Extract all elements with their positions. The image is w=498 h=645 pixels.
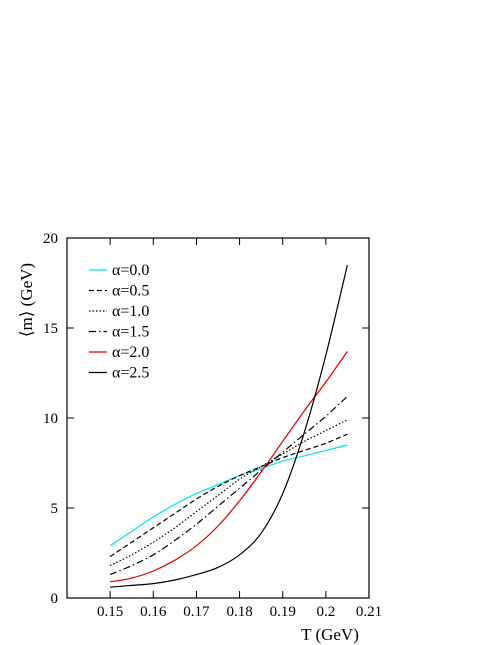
y-tick-label: 5 bbox=[51, 501, 59, 517]
y-tick-label: 15 bbox=[43, 321, 58, 337]
x-axis-label: T (GeV) bbox=[301, 625, 359, 644]
legend: α=0.0 α=0.5 α=1.0 α=1.5 α=2.0 α=2.5 bbox=[89, 262, 149, 382]
y-tick-label: 10 bbox=[43, 411, 58, 427]
legend-label: α=1.0 bbox=[112, 303, 149, 320]
series-line-2 bbox=[109, 419, 348, 567]
x-tick-label: 0.2 bbox=[316, 604, 335, 620]
legend-label: α=0.0 bbox=[112, 262, 149, 279]
x-tick-label: 0.21 bbox=[356, 604, 382, 620]
series-line-0 bbox=[109, 444, 348, 547]
y-tick-label: 0 bbox=[51, 591, 59, 607]
legend-label: α=2.0 bbox=[112, 344, 149, 361]
series-line-4 bbox=[110, 351, 348, 583]
series-group bbox=[109, 264, 348, 588]
x-tick-label: 0.17 bbox=[183, 604, 210, 620]
x-tick-label: 0.18 bbox=[226, 604, 252, 620]
x-tick-label: 0.19 bbox=[270, 604, 296, 620]
series-line-3 bbox=[109, 395, 348, 576]
series-line-5 bbox=[110, 264, 348, 588]
legend-label: α=0.5 bbox=[112, 283, 149, 300]
x-tick-label: 0.15 bbox=[97, 604, 123, 620]
legend-label: α=2.5 bbox=[112, 365, 149, 382]
axis-group: 0.15 0.16 0.17 0.18 0.19 0.2 0.21 0 5 10 15 20 bbox=[43, 231, 382, 620]
y-axis-label: ⟨m⟩ (GeV) bbox=[17, 263, 36, 337]
legend-label: α=1.5 bbox=[112, 324, 149, 341]
y-tick-label: 20 bbox=[43, 231, 58, 247]
series-line-1 bbox=[109, 433, 348, 558]
x-tick-label: 0.16 bbox=[140, 604, 167, 620]
